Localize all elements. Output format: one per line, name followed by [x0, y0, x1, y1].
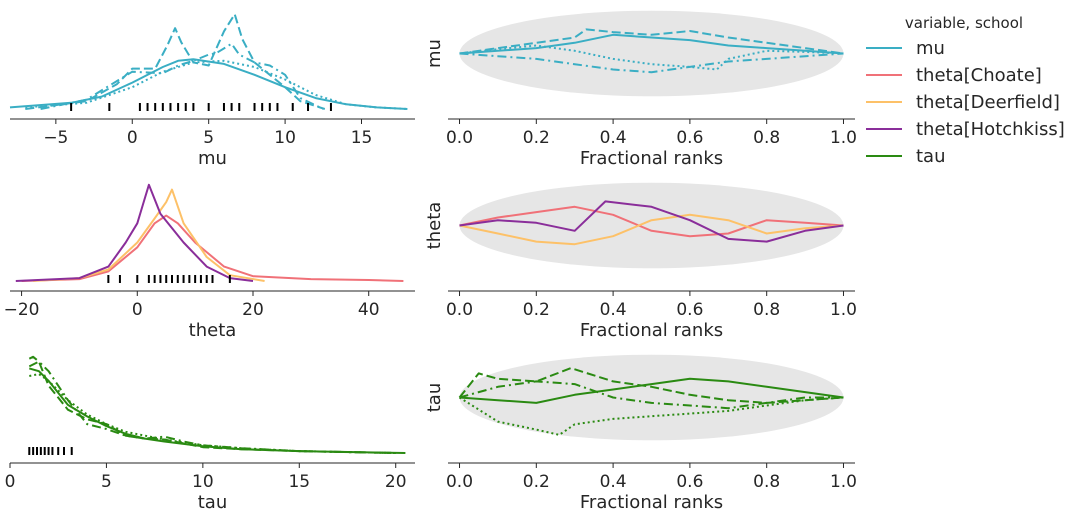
x-tick-label: 15 — [351, 128, 373, 148]
x-tick-label: 10 — [274, 128, 296, 148]
rank-panel-tau: 0.0 0.2 0.4 0.6 0.8 1.0 Fractional ranks tau — [424, 354, 857, 513]
x-tick-label: 1.0 — [830, 300, 857, 320]
rank-panel-mu: 0.0 0.2 0.4 0.6 0.8 1.0 Fractional ranks mu — [424, 10, 857, 169]
x-tick-label: 0.2 — [523, 300, 550, 320]
x-tick-label: 1.0 — [830, 472, 857, 492]
x-axis-label: Fractional ranks — [580, 320, 723, 341]
kde-panel-theta: −20 0 20 40 theta — [4, 183, 415, 341]
kde-line-theta[Hotchkiss] — [15, 183, 254, 282]
rank-line-dashdot — [459, 380, 844, 410]
x-tick-label: 0.6 — [676, 300, 703, 320]
x-tick-label: −20 — [4, 300, 40, 320]
y-axis-label: mu — [424, 39, 445, 68]
x-tick-label: 0.8 — [753, 472, 780, 492]
rug-group — [70, 103, 332, 111]
kde-panel-mu: −5 0 5 10 15 mu — [9, 13, 415, 169]
rank-line-dashed — [459, 28, 844, 55]
x-tick-label: 0.8 — [753, 128, 780, 148]
x-tick-label: 5 — [203, 128, 214, 148]
legend-label: mu — [916, 38, 945, 59]
rank-panel-theta: 0.0 0.2 0.4 0.6 0.8 1.0 Fractional ranks theta — [424, 182, 857, 341]
uncertainty-band — [459, 182, 844, 269]
legend-label: theta[Deerfield] — [916, 92, 1060, 113]
uncertainty-band — [459, 10, 844, 97]
x-tick-label: 0.0 — [446, 128, 473, 148]
kde-line-solid — [9, 58, 408, 110]
legend-title: variable, school — [905, 14, 1023, 32]
x-tick-label: 15 — [288, 472, 310, 492]
kde-line-theta[Deerfield] — [33, 188, 265, 282]
x-axis-label: mu — [198, 148, 227, 169]
legend-label: tau — [916, 146, 946, 167]
x-tick-label: 0 — [5, 472, 16, 492]
x-tick-label: 0 — [127, 128, 138, 148]
kde-line-dotted — [29, 373, 396, 454]
rug-group — [28, 447, 73, 455]
y-axis-label: tau — [424, 383, 445, 413]
kde-line-dashed — [28, 355, 396, 454]
x-tick-label: 0.4 — [600, 472, 627, 492]
rank-line-dashdot — [459, 52, 844, 74]
x-tick-label: 1.0 — [830, 128, 857, 148]
y-axis-label: theta — [424, 202, 445, 250]
x-tick-label: 0.6 — [676, 128, 703, 148]
x-tick-label: 0.8 — [753, 300, 780, 320]
rank-line-dotted — [458, 396, 844, 436]
x-tick-label: 0.0 — [446, 300, 473, 320]
rank-line-theta[Hotchkiss] — [459, 200, 844, 243]
x-axis-label: Fractional ranks — [580, 492, 723, 513]
kde-line-dotted — [25, 59, 408, 110]
kde-line-theta[Choate] — [21, 214, 404, 282]
kde-line-solid — [29, 367, 406, 454]
kde-line-dashdot — [28, 360, 396, 454]
rank-line-theta[Deerfield] — [459, 213, 844, 246]
x-axis-label: tau — [198, 492, 228, 513]
x-tick-label: 20 — [242, 300, 264, 320]
x-tick-label: −5 — [43, 128, 68, 148]
x-tick-label: 10 — [192, 472, 214, 492]
legend: variable, school mu theta[Choate] theta[Dee… — [866, 14, 1065, 167]
x-tick-label: 0.0 — [446, 472, 473, 492]
legend-label: theta[Choate] — [916, 65, 1042, 86]
x-tick-label: 0 — [132, 300, 143, 320]
x-axis-label: theta — [189, 320, 237, 341]
rank-line-theta[Choate] — [459, 205, 844, 238]
x-axis-label: Fractional ranks — [580, 148, 723, 169]
x-tick-label: 0.4 — [600, 300, 627, 320]
x-tick-label: 40 — [358, 300, 380, 320]
legend-label: theta[Hotchkiss] — [916, 119, 1065, 140]
rank-line-solid — [459, 377, 844, 404]
x-tick-label: 0.2 — [523, 128, 550, 148]
x-tick-label: 0.4 — [600, 128, 627, 148]
uncertainty-band — [459, 354, 844, 441]
x-tick-label: 5 — [101, 472, 112, 492]
kde-panel-tau: 0 5 10 15 20 tau — [5, 355, 415, 513]
x-tick-label: 0.2 — [523, 472, 550, 492]
x-tick-label: 20 — [385, 472, 407, 492]
rank-line-dotted — [459, 44, 844, 71]
rug-group — [107, 275, 231, 283]
x-tick-label: 0.6 — [676, 472, 703, 492]
kde-line-dashdot — [40, 42, 324, 110]
rank-line-solid — [459, 33, 844, 55]
